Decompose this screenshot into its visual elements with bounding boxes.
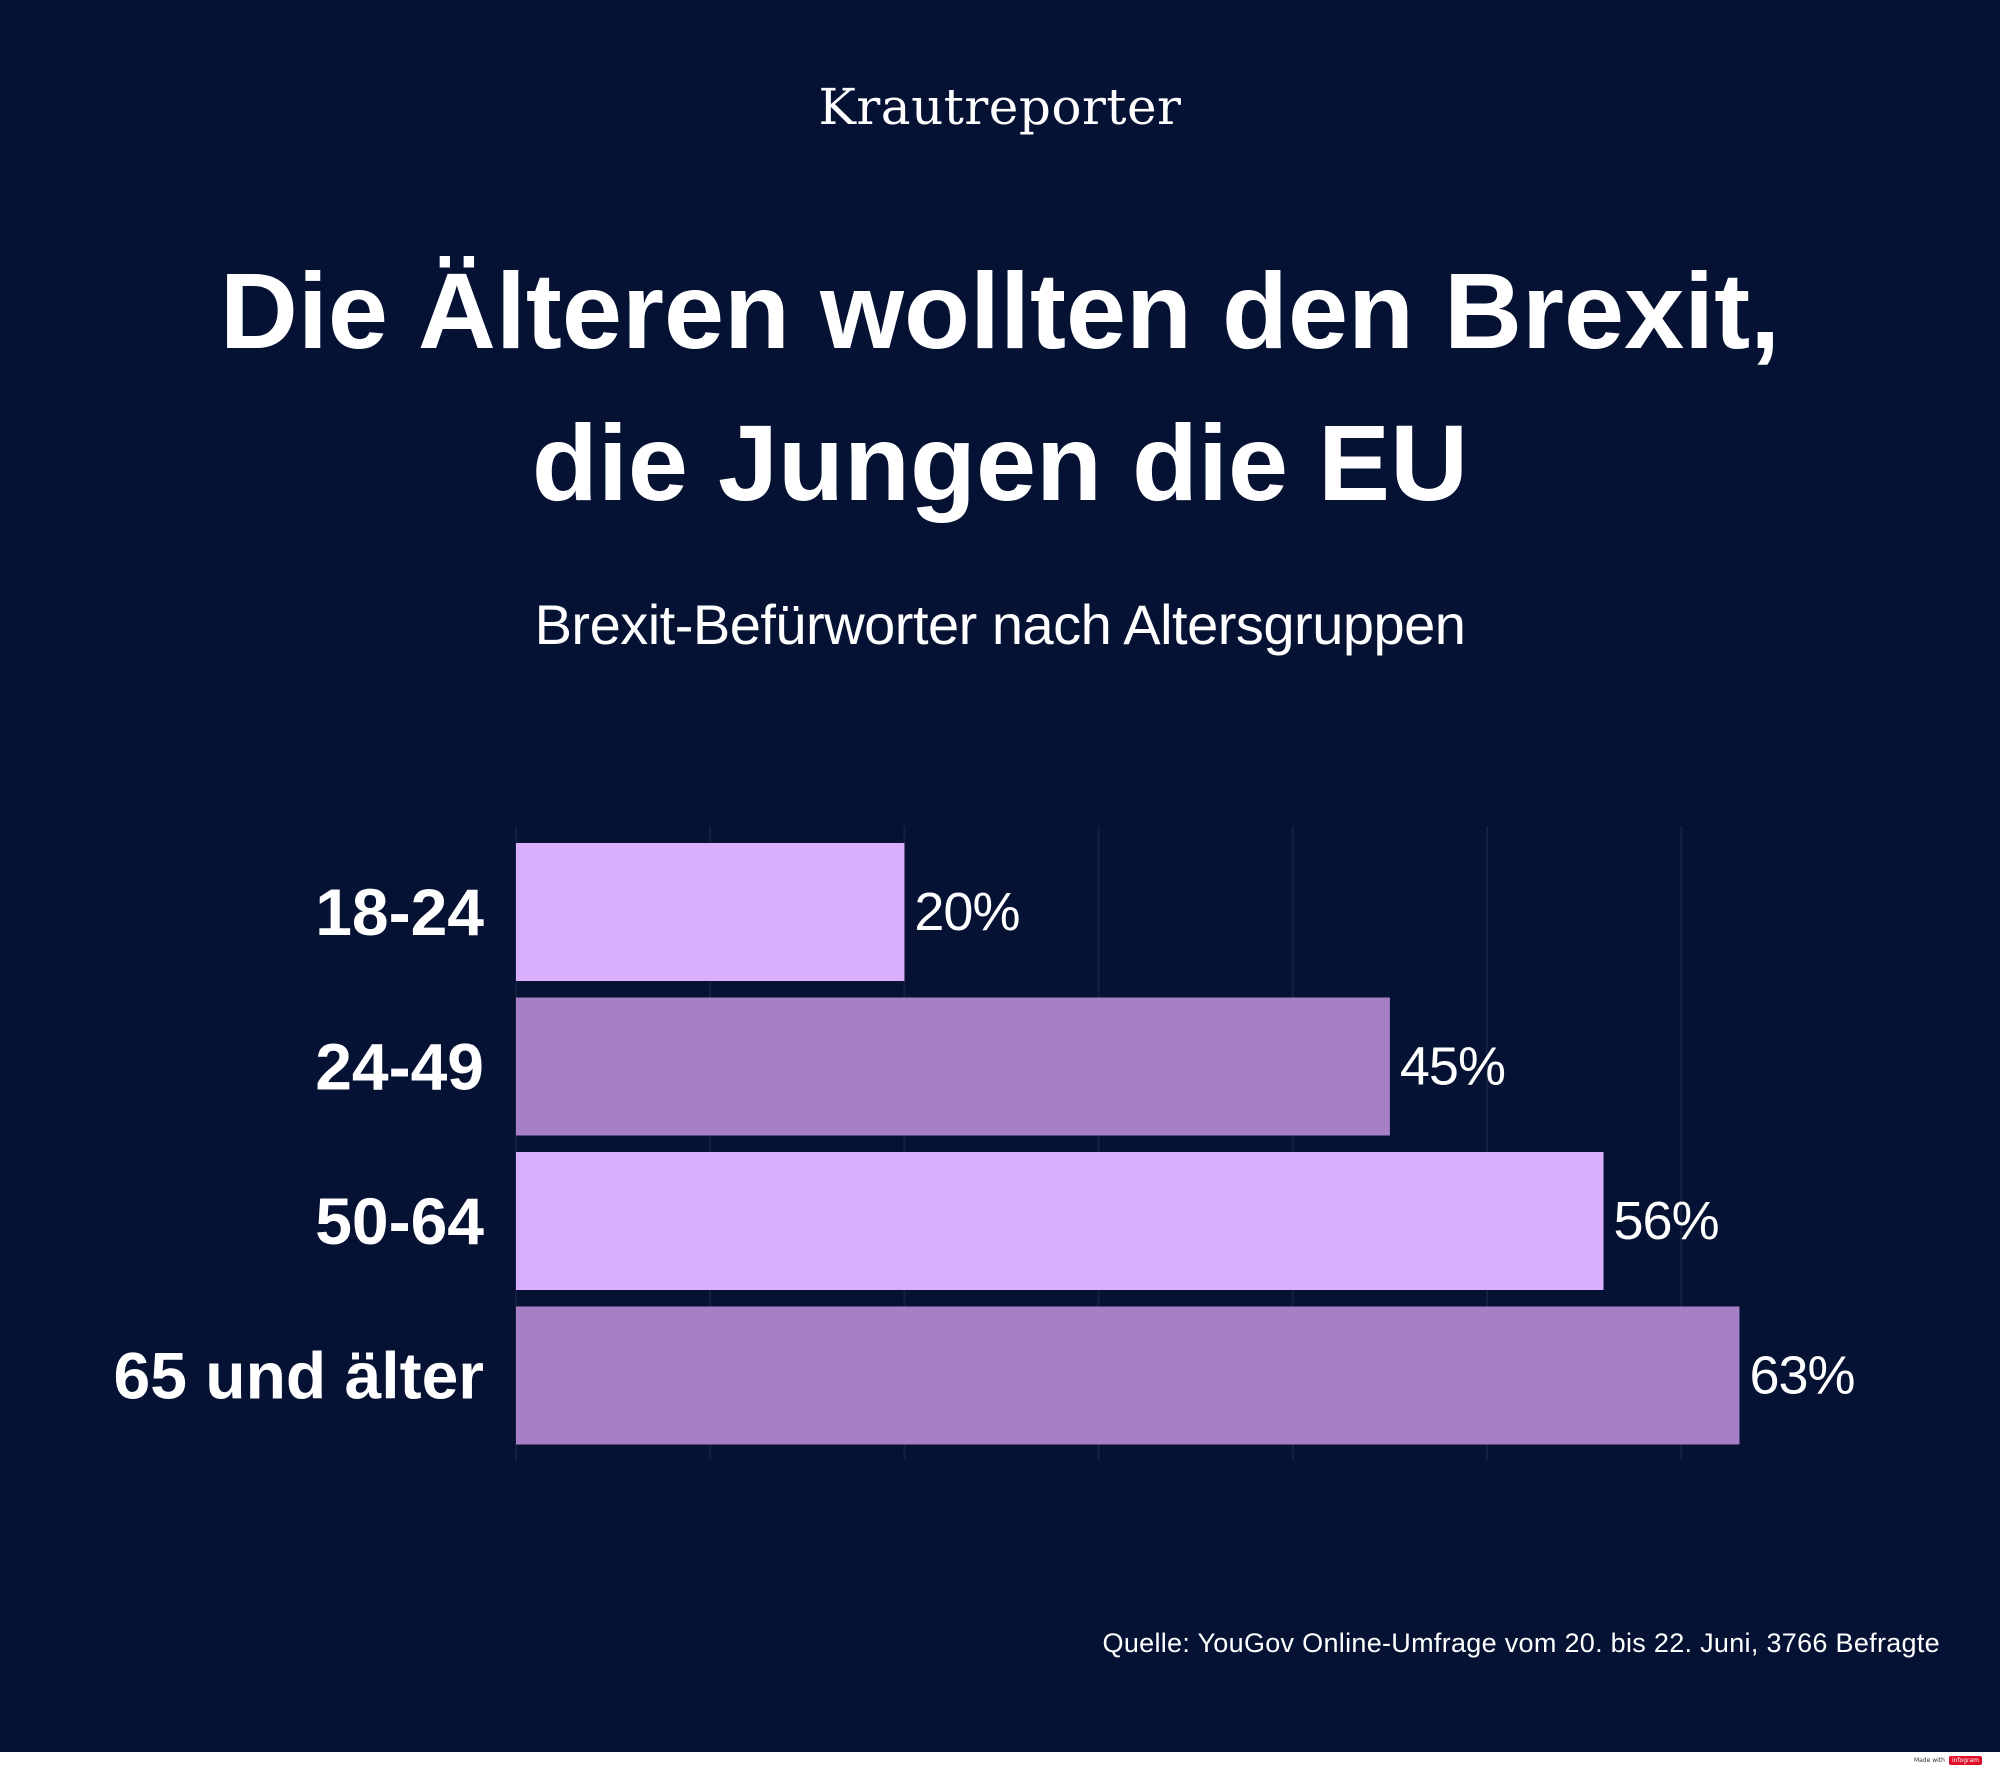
chart-subtitle: Brexit-Befürworter nach Altersgruppen xyxy=(534,593,1466,656)
category-label: 50-64 xyxy=(315,1184,484,1258)
category-label: 18-24 xyxy=(315,875,484,949)
chart-title-line-2: die Jungen die EU xyxy=(531,402,1469,523)
value-label: 63% xyxy=(1749,1346,1854,1406)
made-with-label: Made with xyxy=(1913,1757,1945,1764)
bar-65-und-älter xyxy=(516,1306,1740,1445)
bar-24-49 xyxy=(516,997,1390,1136)
category-label: 65 und älter xyxy=(114,1339,484,1413)
category-labels: 18-24 24-49 50-64 65 und älter xyxy=(114,875,485,1413)
infogram-logo: infogram xyxy=(1948,1756,1982,1765)
made-with-badge[interactable]: Made with infogram xyxy=(1914,1756,1982,1765)
category-label: 24-49 xyxy=(315,1030,484,1104)
source-note: Quelle: YouGov Online-Umfrage vom 20. bi… xyxy=(1102,1628,1940,1658)
bar-50-64 xyxy=(516,1152,1604,1290)
value-labels: 20% 45% 56% 63% xyxy=(914,882,1855,1406)
value-label: 45% xyxy=(1400,1037,1505,1097)
chart-title: Die Älteren wollten den Brexit, die Jung… xyxy=(100,235,1900,539)
bar-18-24 xyxy=(516,843,905,981)
chart-title-line-1: Die Älteren wollten den Brexit, xyxy=(219,250,1781,371)
bars xyxy=(516,843,1740,1445)
brand-logo: Krautreporter xyxy=(818,78,1182,136)
value-label: 20% xyxy=(914,882,1019,942)
value-label: 56% xyxy=(1614,1191,1719,1251)
